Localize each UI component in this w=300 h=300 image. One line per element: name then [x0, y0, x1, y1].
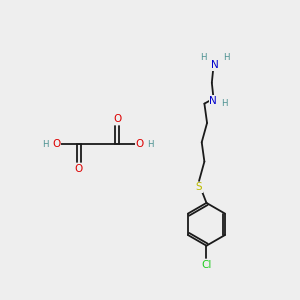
- Text: H: H: [147, 140, 154, 148]
- Text: O: O: [74, 164, 83, 174]
- Text: O: O: [113, 114, 122, 124]
- Text: O: O: [52, 139, 60, 149]
- Text: S: S: [196, 182, 202, 193]
- Text: Cl: Cl: [201, 260, 212, 270]
- Text: O: O: [136, 139, 144, 149]
- Text: H: H: [224, 53, 230, 62]
- Text: N: N: [211, 60, 219, 70]
- Text: H: H: [200, 53, 206, 62]
- Text: H: H: [221, 99, 228, 108]
- Text: N: N: [209, 96, 217, 106]
- Text: H: H: [42, 140, 49, 148]
